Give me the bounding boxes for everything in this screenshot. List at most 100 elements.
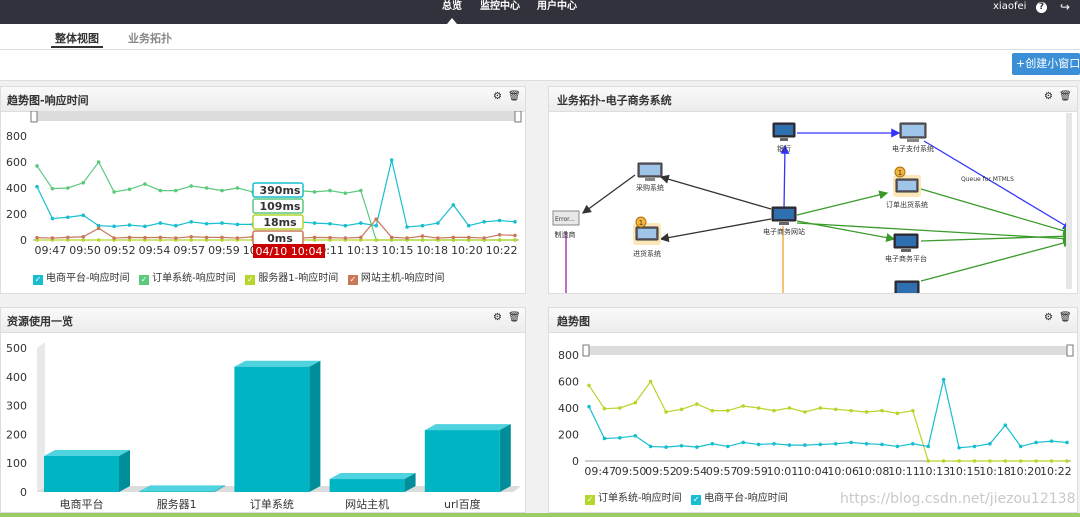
create-widget-button[interactable]: +创建小窗口 xyxy=(1012,53,1080,75)
legend-label: 订单系统-响应时间 xyxy=(598,493,682,504)
gear-icon[interactable]: ⚙ xyxy=(1044,91,1053,102)
legend-item[interactable]: ✓ 订单系统-响应时间 xyxy=(585,493,682,505)
data-point xyxy=(50,216,55,221)
node-supplier[interactable]: 1 进货系统 xyxy=(633,216,661,258)
x-tick-label: 10:20 xyxy=(451,244,483,257)
data-point xyxy=(756,442,761,447)
nav-monitor-center[interactable]: 监控中心 xyxy=(480,1,520,12)
bar xyxy=(139,491,215,492)
data-point xyxy=(158,188,163,193)
data-point xyxy=(1018,459,1023,463)
help-icon[interactable]: ? xyxy=(1036,2,1047,13)
logout-icon[interactable]: ↪ xyxy=(1060,0,1071,14)
data-point xyxy=(436,221,440,225)
x-tick-label: 10:22 xyxy=(1040,465,1072,478)
data-point xyxy=(695,445,699,449)
bar-side xyxy=(499,424,511,492)
gear-icon[interactable]: ⚙ xyxy=(1044,312,1053,323)
data-point xyxy=(911,441,915,446)
node-bottom[interactable] xyxy=(894,280,920,294)
data-point xyxy=(787,406,792,410)
node-label: 银行 xyxy=(777,144,791,153)
data-point xyxy=(235,236,240,240)
tab-overall-view[interactable]: 整体视图 xyxy=(51,32,103,48)
legend-label: 网站主机-响应时间 xyxy=(360,273,445,284)
link-pay-right xyxy=(923,140,1073,230)
data-point xyxy=(220,238,224,242)
data-point xyxy=(957,445,961,450)
node-pay[interactable]: 电子支付系统 xyxy=(892,122,934,153)
data-point xyxy=(81,234,86,239)
tooltip-time: 04/10 10:04 xyxy=(256,245,323,258)
data-point xyxy=(466,238,471,242)
view-tabs: 整体视图 业务拓扑 xyxy=(0,24,1080,50)
data-point xyxy=(96,223,101,228)
data-point xyxy=(1049,459,1054,463)
scrollbar[interactable] xyxy=(1066,113,1072,289)
trash-icon[interactable]: 🗑 xyxy=(508,312,521,323)
node-purchase[interactable]: 采购系统 xyxy=(636,162,664,192)
legend-item[interactable]: ✓ 电商平台-响应时间 xyxy=(691,493,788,505)
data-point xyxy=(664,410,668,414)
bottom-accent-line xyxy=(0,513,1080,517)
x-tick-label: 10:11 xyxy=(888,465,920,478)
y-tick-label: 0 xyxy=(20,234,27,247)
data-point xyxy=(189,184,193,188)
x-tick-label: 09:47 xyxy=(584,465,616,478)
trash-icon[interactable]: 🗑 xyxy=(1059,91,1072,102)
node-label: 订单出货系统 xyxy=(886,200,928,209)
legend-item[interactable]: ✓ 电商平台-响应时间 xyxy=(33,273,130,285)
gear-icon[interactable]: ⚙ xyxy=(493,312,502,323)
data-point xyxy=(420,234,425,238)
data-point xyxy=(96,226,101,231)
data-point xyxy=(880,408,884,413)
legend-label: 电商平台-响应时间 xyxy=(46,273,130,284)
nav-overview[interactable]: 总览 xyxy=(442,0,462,24)
alert-badge: 1 xyxy=(898,169,902,177)
data-point xyxy=(451,238,456,242)
legend-item[interactable]: ✓ 订单系统-响应时间 xyxy=(139,273,236,285)
x-tick-label: 10:13 xyxy=(918,465,950,478)
legend-item[interactable]: ✓ 网站主机-响应时间 xyxy=(347,273,445,285)
data-point xyxy=(1034,459,1038,463)
data-point xyxy=(143,235,147,240)
node-order-out[interactable]: 1 订单出货系统 xyxy=(886,166,928,209)
link-mall-right xyxy=(796,222,1073,244)
node-mall[interactable]: 电子商务网站 xyxy=(763,206,805,236)
bar-top xyxy=(234,360,321,367)
x-tick-label: 09:50 xyxy=(615,465,647,478)
gear-icon[interactable]: ⚙ xyxy=(493,91,502,102)
data-point xyxy=(204,235,209,240)
legend-item[interactable]: ✓ 服务器1-响应时间 xyxy=(245,273,338,285)
bar xyxy=(44,456,119,492)
trash-icon[interactable]: 🗑 xyxy=(1059,312,1072,323)
data-point xyxy=(451,203,456,207)
node-platform[interactable]: 电子商务平台 xyxy=(885,233,927,263)
data-point xyxy=(864,410,869,414)
panel-topology: 业务拓扑-电子商务系统 ⚙ 🗑 银行 xyxy=(548,86,1078,294)
node-bank[interactable]: 银行 xyxy=(772,122,796,153)
username[interactable]: xiaofei xyxy=(993,1,1027,12)
data-point xyxy=(359,188,363,193)
data-point xyxy=(864,441,869,446)
data-point xyxy=(957,459,961,463)
node-manufacturer[interactable]: Error... 制造商 xyxy=(552,210,580,239)
data-point xyxy=(204,221,209,226)
slider-handle-left xyxy=(30,111,38,123)
data-point xyxy=(374,223,379,228)
x-tick-label: 10:20 xyxy=(1010,465,1042,478)
tooltip-value: 18ms xyxy=(263,216,297,229)
link-mall-bank xyxy=(780,144,790,210)
data-point xyxy=(343,191,348,195)
data-point xyxy=(880,442,884,447)
data-point xyxy=(35,235,39,240)
data-point xyxy=(158,221,163,225)
node-label: 电子商务网站 xyxy=(763,227,805,236)
data-point xyxy=(127,223,132,227)
topology-diagram[interactable]: 银行 电子支付系统 采购系统 1 订单出货系统 电子商务网站 电子商务平台 xyxy=(549,111,1078,294)
category-label: 网站主机 xyxy=(345,497,389,511)
nav-user-center[interactable]: 用户中心 xyxy=(537,1,577,12)
trash-icon[interactable]: 🗑 xyxy=(508,91,521,102)
data-point xyxy=(497,233,502,237)
tab-business-topology[interactable]: 业务拓扑 xyxy=(128,32,172,45)
